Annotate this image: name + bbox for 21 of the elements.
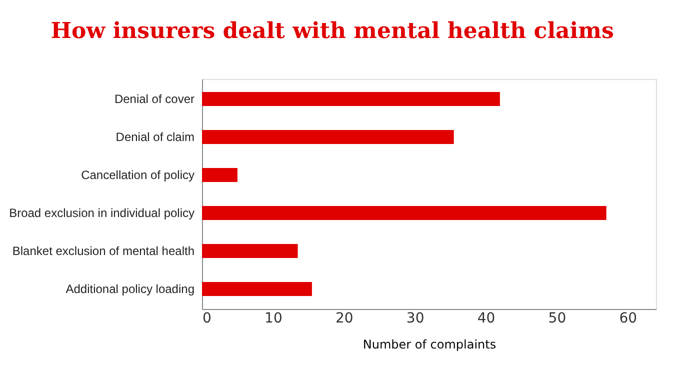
- bar: [202, 206, 606, 220]
- y-tick-label: Additional policy loading: [66, 282, 194, 296]
- x-tick-label: 30: [406, 310, 424, 326]
- y-tick-label: Broad exclusion in individual policy: [9, 206, 194, 220]
- x-tick-label: 40: [477, 310, 496, 326]
- bar: [202, 168, 238, 182]
- bar: [202, 282, 312, 296]
- y-tick-label: Cancellation of policy: [81, 168, 194, 182]
- x-tick-label: 20: [335, 310, 354, 326]
- y-tick-label: Denial of cover: [114, 92, 194, 106]
- bar: [202, 92, 500, 106]
- y-tick-label: Denial of claim: [116, 130, 194, 144]
- y-tick-label: Blanket exclusion of mental health: [12, 244, 194, 258]
- x-tick-label: 10: [264, 310, 282, 326]
- x-tick-label: 50: [548, 310, 566, 326]
- x-tick-label: 60: [619, 310, 638, 326]
- chart-title: How insurers dealt with mental health claims: [50, 18, 614, 44]
- bar: [202, 244, 298, 258]
- x-tick-label: 0: [202, 310, 212, 326]
- x-axis-title: Number of complaints: [362, 338, 496, 352]
- bar: [202, 130, 454, 144]
